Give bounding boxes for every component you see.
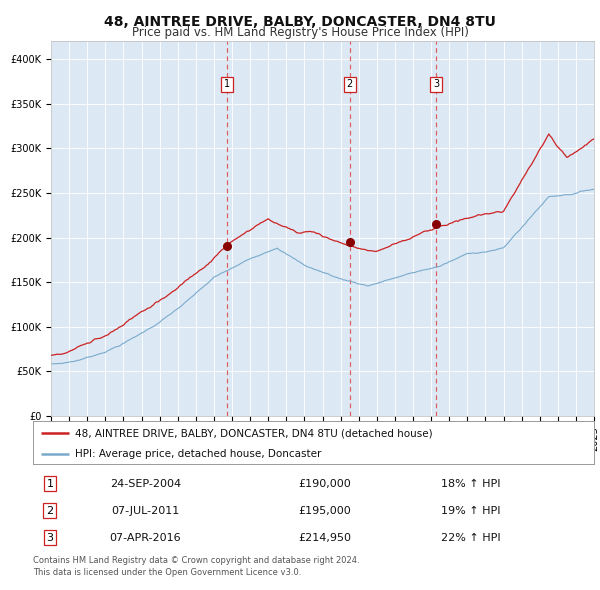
Text: 24-SEP-2004: 24-SEP-2004: [110, 478, 181, 489]
Text: 2: 2: [46, 506, 53, 516]
Text: Contains HM Land Registry data © Crown copyright and database right 2024.: Contains HM Land Registry data © Crown c…: [33, 556, 359, 565]
Text: 07-JUL-2011: 07-JUL-2011: [111, 506, 179, 516]
Text: 22% ↑ HPI: 22% ↑ HPI: [441, 533, 500, 543]
Text: This data is licensed under the Open Government Licence v3.0.: This data is licensed under the Open Gov…: [33, 568, 301, 576]
Text: £195,000: £195,000: [298, 506, 351, 516]
Text: 48, AINTREE DRIVE, BALBY, DONCASTER, DN4 8TU (detached house): 48, AINTREE DRIVE, BALBY, DONCASTER, DN4…: [75, 428, 433, 438]
Text: 1: 1: [46, 478, 53, 489]
Text: 19% ↑ HPI: 19% ↑ HPI: [441, 506, 500, 516]
Text: £214,950: £214,950: [298, 533, 351, 543]
Text: 2: 2: [347, 80, 353, 89]
Text: 48, AINTREE DRIVE, BALBY, DONCASTER, DN4 8TU: 48, AINTREE DRIVE, BALBY, DONCASTER, DN4…: [104, 15, 496, 29]
Text: 3: 3: [433, 80, 439, 89]
Text: £190,000: £190,000: [298, 478, 351, 489]
Text: HPI: Average price, detached house, Doncaster: HPI: Average price, detached house, Donc…: [75, 448, 322, 458]
Text: 07-APR-2016: 07-APR-2016: [109, 533, 181, 543]
Text: 3: 3: [46, 533, 53, 543]
Text: Price paid vs. HM Land Registry's House Price Index (HPI): Price paid vs. HM Land Registry's House …: [131, 26, 469, 39]
Text: 1: 1: [224, 80, 230, 89]
Text: 18% ↑ HPI: 18% ↑ HPI: [441, 478, 500, 489]
